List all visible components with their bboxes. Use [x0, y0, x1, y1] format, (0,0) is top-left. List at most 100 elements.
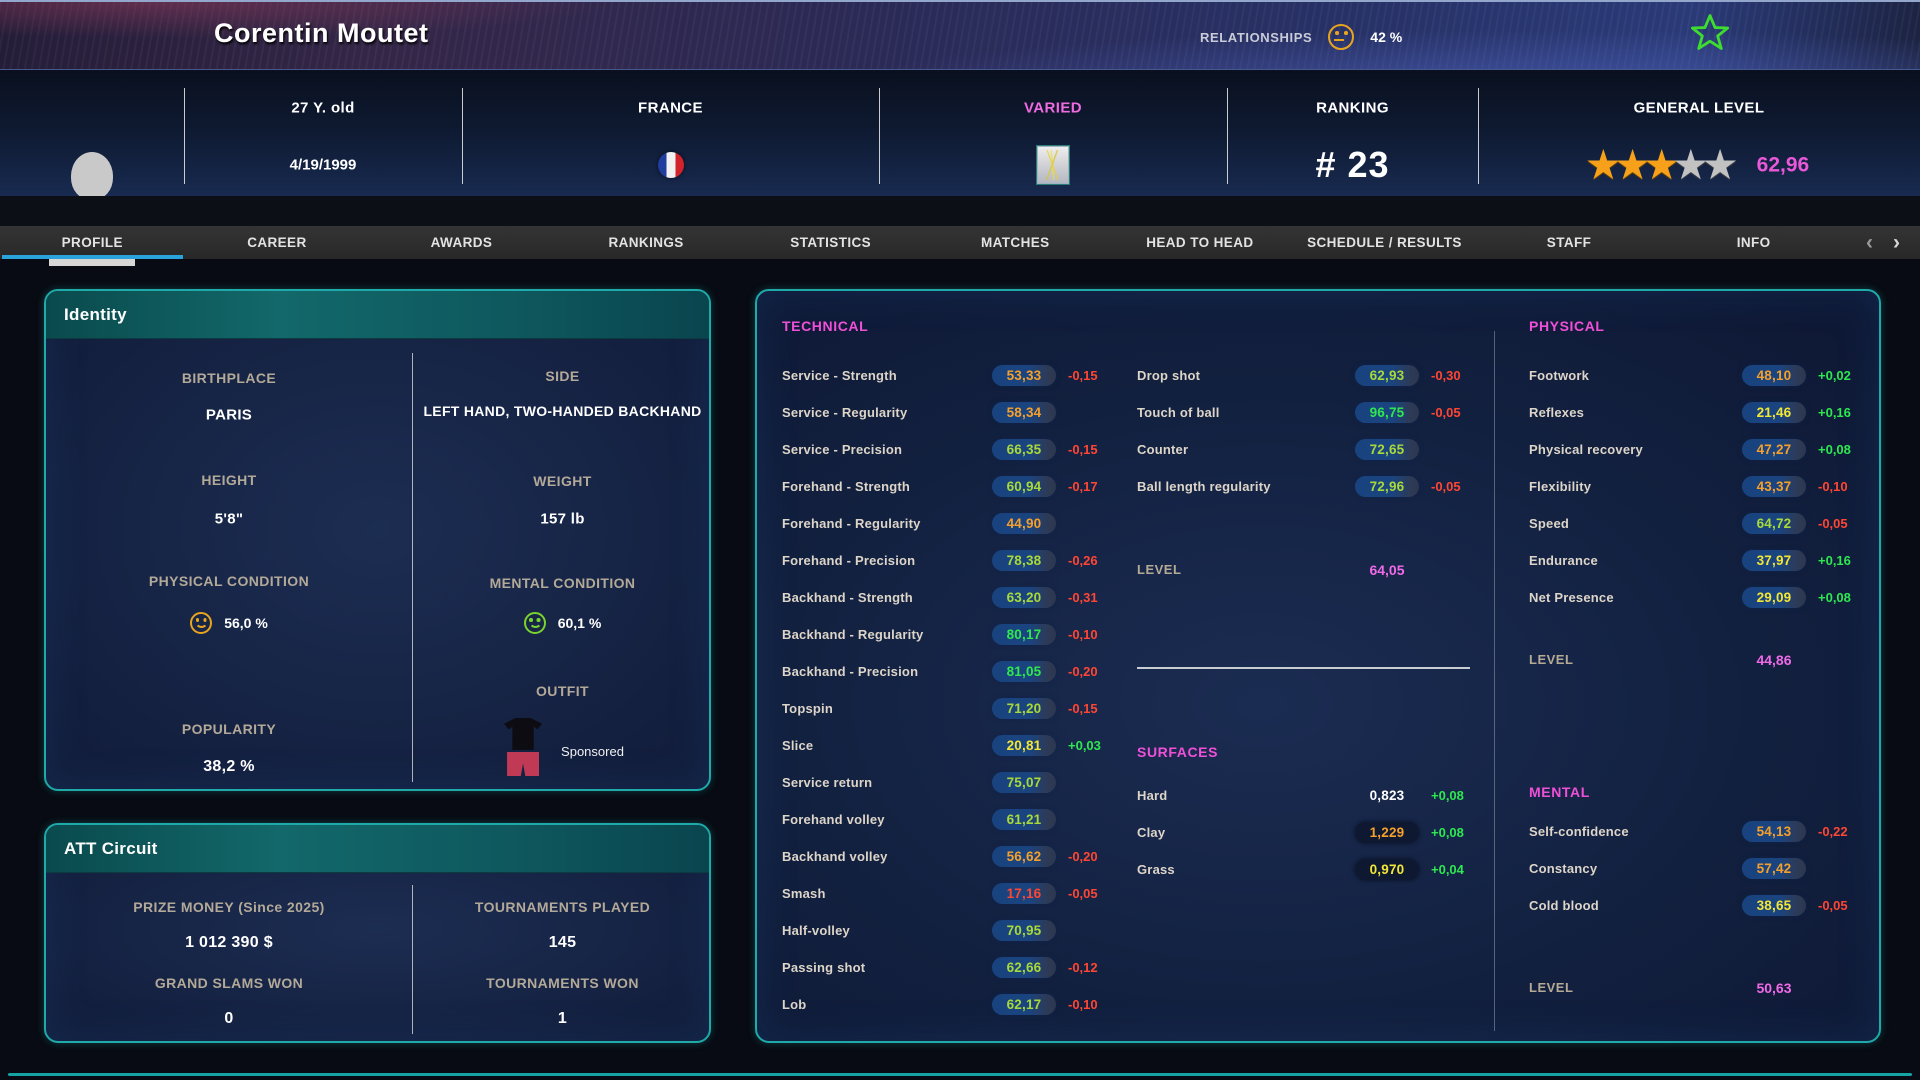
outfit-sponsored-label: Sponsored	[561, 744, 624, 759]
stat-value: 20,81	[992, 735, 1056, 756]
favorite-star-icon[interactable]	[1690, 12, 1730, 52]
prize-money-value: 1 012 390 $	[185, 934, 273, 951]
prize-money-label: PRIZE MONEY (Since 2025)	[133, 899, 325, 915]
relationships-indicator[interactable]: RELATIONSHIPS 42 %	[1200, 2, 1402, 72]
shorts-icon	[507, 752, 540, 776]
stat-label: Forehand - Strength	[782, 479, 911, 494]
star-filled-icon: ★	[1586, 144, 1620, 186]
tab-bar: PROFILE CAREER AWARDS RANKINGS STATISTICS MAT…	[0, 226, 1920, 259]
tab-head-to-head[interactable]: HEAD TO HEAD	[1108, 226, 1293, 259]
physical-title: PHYSICAL	[1529, 318, 1605, 334]
stat-value: 17,16	[992, 883, 1056, 904]
stat-value: 63,20	[992, 587, 1056, 608]
stat-row: Self-confidence 54,13 -0,22	[1529, 813, 1864, 850]
tournaments-played-value: 145	[548, 934, 577, 951]
top-bar: Corentin Moutet RELATIONSHIPS 42 %	[0, 0, 1920, 70]
stat-row: Grass 0,970 +0,04	[1137, 851, 1477, 888]
stat-label: Topspin	[782, 701, 833, 716]
smiley-face-icon	[190, 612, 213, 634]
stat-label: Forehand - Regularity	[782, 516, 921, 531]
stat-value: 53,33	[992, 365, 1056, 386]
mental-title: MENTAL	[1529, 784, 1590, 800]
stat-delta: -0,17	[1068, 479, 1098, 494]
tab-matches[interactable]: MATCHES	[923, 226, 1108, 259]
tab-info[interactable]: INFO	[1661, 226, 1846, 259]
stat-label: Physical recovery	[1529, 442, 1643, 457]
tabs: PROFILE CAREER AWARDS RANKINGS STATISTICS MAT…	[0, 226, 1846, 259]
stat-delta: -0,05	[1818, 516, 1848, 531]
star-filled-icon: ★	[1615, 144, 1650, 186]
tab-profile[interactable]: PROFILE	[0, 226, 185, 259]
tab-label: STATISTICS	[790, 235, 872, 250]
height-label: HEIGHT	[201, 472, 257, 488]
player-info-bar: 27 Y. old 4/19/1999 FRANCE VARIED RANKIN…	[0, 70, 1920, 266]
stat-label: Backhand - Precision	[782, 664, 919, 679]
physical-condition-label: PHYSICAL CONDITION	[148, 573, 310, 589]
stat-row: Service - Strength 53,33 -0,15	[782, 357, 1114, 394]
stat-delta: -0,15	[1068, 701, 1098, 716]
smiley-face-icon	[523, 612, 546, 634]
stat-row: Forehand volley 61,21	[782, 801, 1114, 838]
tab-label: RANKINGS	[608, 235, 684, 250]
tab-label: MATCHES	[980, 235, 1050, 250]
tab-career[interactable]: CAREER	[185, 226, 370, 259]
play-style-section: VARIED	[879, 70, 1227, 196]
outfit-icon	[501, 718, 545, 776]
height-value: 5'8"	[214, 510, 244, 528]
tab-statistics[interactable]: STATISTICS	[738, 226, 923, 259]
stat-value: 71,20	[992, 698, 1056, 719]
stat-value: 21,46	[1742, 402, 1806, 423]
stat-value: 1,229	[1355, 822, 1419, 843]
stat-row: Speed 64,72 -0,05	[1529, 505, 1864, 542]
att-circuit-panel-title: ATT Circuit	[46, 825, 709, 873]
stat-row: Cold blood 38,65 -0,05	[1529, 887, 1864, 924]
tab-awards[interactable]: AWARDS	[369, 226, 554, 259]
tab-rankings[interactable]: RANKINGS	[554, 226, 739, 259]
birthplace-label: BIRTHPLACE	[181, 370, 277, 386]
stat-label: Service - Regularity	[782, 405, 908, 420]
tab-label: CAREER	[247, 235, 307, 250]
stat-delta: -0,05	[1068, 886, 1098, 901]
stat-label: Forehand - Precision	[782, 553, 916, 568]
tab-schedule-results[interactable]: SCHEDULE / RESULTS	[1292, 226, 1477, 259]
tab-label: INFO	[1736, 235, 1771, 250]
shirt-icon	[504, 718, 543, 750]
stat-row: Forehand - Strength 60,94 -0,17	[782, 468, 1114, 505]
tabs-prev-button[interactable]: ‹	[1866, 231, 1873, 254]
physical-mental-column: PHYSICAL Footwork 48,10 +0,02 Reflexes 21,46…	[1529, 317, 1864, 1006]
stat-delta: +0,08	[1431, 825, 1464, 840]
stat-row: Reflexes 21,46 +0,16	[1529, 394, 1864, 431]
stat-delta: +0,04	[1431, 862, 1464, 877]
stat-delta: -0,10	[1818, 479, 1848, 494]
stat-row: Topspin 71,20 -0,15	[782, 690, 1114, 727]
stat-delta: -0,05	[1431, 479, 1461, 494]
technical-title: TECHNICAL	[782, 318, 869, 334]
stat-value: 61,21	[992, 809, 1056, 830]
divider	[1137, 667, 1470, 669]
stat-value: 62,93	[1355, 365, 1419, 386]
divider	[879, 88, 880, 184]
neutral-face-icon	[1328, 24, 1355, 50]
star-filled-icon: ★	[1645, 144, 1679, 186]
stat-delta: -0,30	[1431, 368, 1461, 383]
general-level-value: 62,96	[1756, 153, 1810, 176]
tab-staff[interactable]: STAFF	[1477, 226, 1662, 259]
ranking-label: RANKING	[1316, 99, 1389, 117]
birthplace-value: PARIS	[205, 406, 253, 424]
avatar-head	[71, 152, 113, 200]
stat-delta: -0,05	[1818, 898, 1848, 913]
stat-row: Backhand - Precision 81,05 -0,20	[782, 653, 1114, 690]
stat-label: Hard	[1137, 788, 1168, 803]
divider	[1227, 88, 1228, 184]
level-row: LEVEL 50,63	[1529, 969, 1864, 1006]
play-style: VARIED	[1024, 99, 1082, 117]
tabs-next-button[interactable]: ›	[1893, 231, 1900, 254]
stat-label: Smash	[782, 886, 826, 901]
tab-label: HEAD TO HEAD	[1146, 235, 1254, 250]
stats-panel: TECHNICAL Service - Strength 53,33 -0,15 Se…	[755, 289, 1881, 1043]
stat-row: Backhand volley 56,62 -0,20	[782, 838, 1114, 875]
stat-row: Net Presence 29,09 +0,08	[1529, 579, 1864, 616]
stat-label: Grass	[1137, 862, 1175, 877]
stat-row: Flexibility 43,37 -0,10	[1529, 468, 1864, 505]
general-level-label: GENERAL LEVEL	[1633, 99, 1765, 117]
